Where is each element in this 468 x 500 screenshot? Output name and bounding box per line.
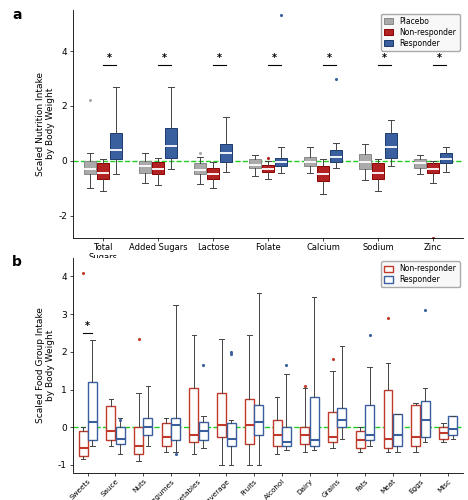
PathPatch shape <box>365 404 374 440</box>
PathPatch shape <box>144 418 153 435</box>
PathPatch shape <box>245 399 254 444</box>
PathPatch shape <box>116 427 124 444</box>
PathPatch shape <box>79 431 88 456</box>
Text: *: * <box>162 52 167 62</box>
PathPatch shape <box>330 150 342 162</box>
PathPatch shape <box>383 390 392 448</box>
PathPatch shape <box>356 431 365 448</box>
PathPatch shape <box>254 404 263 435</box>
PathPatch shape <box>414 160 426 168</box>
PathPatch shape <box>304 156 316 166</box>
PathPatch shape <box>162 424 171 446</box>
PathPatch shape <box>372 164 384 178</box>
Text: *: * <box>382 52 387 62</box>
PathPatch shape <box>106 406 115 440</box>
Text: *: * <box>437 52 442 62</box>
PathPatch shape <box>152 162 164 174</box>
PathPatch shape <box>134 427 143 454</box>
PathPatch shape <box>88 382 97 440</box>
Text: *: * <box>107 52 112 62</box>
PathPatch shape <box>227 424 235 446</box>
PathPatch shape <box>190 388 198 442</box>
PathPatch shape <box>199 422 208 440</box>
PathPatch shape <box>310 397 319 446</box>
PathPatch shape <box>282 427 291 446</box>
PathPatch shape <box>249 160 261 168</box>
Text: *: * <box>327 52 332 62</box>
Legend: Placebo, Non-responder, Responder: Placebo, Non-responder, Responder <box>381 14 460 51</box>
PathPatch shape <box>97 164 109 178</box>
Y-axis label: Scaled Nutrition Intake
by Body Weight: Scaled Nutrition Intake by Body Weight <box>36 72 55 176</box>
PathPatch shape <box>110 134 122 160</box>
Legend: Non-responder, Responder: Non-responder, Responder <box>381 262 460 287</box>
PathPatch shape <box>328 412 337 442</box>
PathPatch shape <box>385 134 397 158</box>
PathPatch shape <box>300 427 309 444</box>
PathPatch shape <box>393 414 402 446</box>
PathPatch shape <box>165 128 177 158</box>
PathPatch shape <box>139 161 151 173</box>
PathPatch shape <box>220 144 232 162</box>
PathPatch shape <box>262 165 274 172</box>
PathPatch shape <box>439 427 448 438</box>
PathPatch shape <box>217 394 226 436</box>
Text: *: * <box>272 52 277 62</box>
PathPatch shape <box>411 404 420 446</box>
PathPatch shape <box>273 420 282 446</box>
PathPatch shape <box>337 408 346 427</box>
Text: b: b <box>12 256 22 270</box>
PathPatch shape <box>440 152 452 164</box>
PathPatch shape <box>421 401 430 436</box>
Text: *: * <box>85 322 90 332</box>
PathPatch shape <box>359 154 371 169</box>
PathPatch shape <box>207 168 219 178</box>
PathPatch shape <box>194 164 206 174</box>
Text: *: * <box>217 52 222 62</box>
PathPatch shape <box>84 161 95 174</box>
PathPatch shape <box>317 166 329 182</box>
Y-axis label: Scaled Food Group Intake
by Body Weight: Scaled Food Group Intake by Body Weight <box>36 307 55 423</box>
PathPatch shape <box>171 418 180 440</box>
PathPatch shape <box>427 164 439 173</box>
PathPatch shape <box>448 416 457 435</box>
Text: a: a <box>12 8 22 22</box>
PathPatch shape <box>275 158 287 166</box>
